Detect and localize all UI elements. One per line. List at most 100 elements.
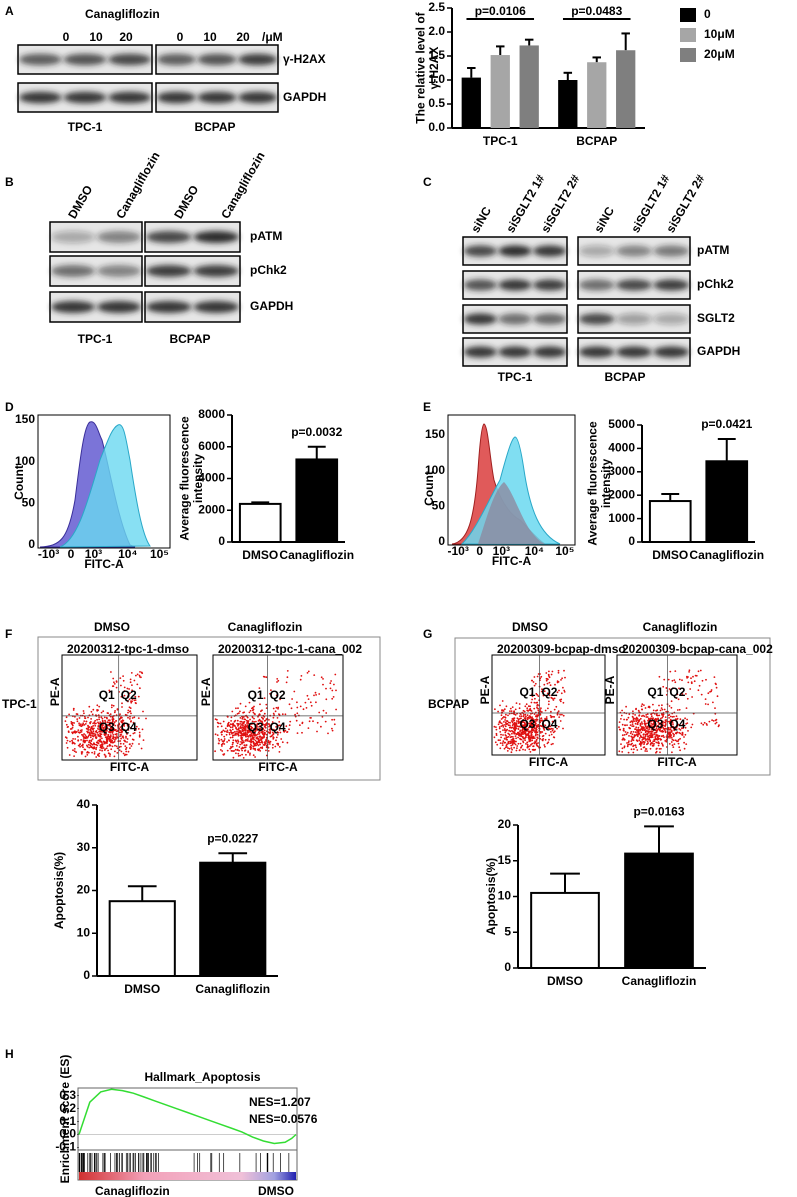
event-dot bbox=[335, 708, 337, 711]
event-dot bbox=[241, 726, 244, 729]
event-dot bbox=[513, 711, 516, 714]
event-dot bbox=[107, 735, 110, 737]
event-dot bbox=[506, 743, 508, 746]
event-dot bbox=[554, 683, 556, 686]
event-dot bbox=[243, 744, 246, 747]
event-dot bbox=[518, 732, 521, 735]
event-dot bbox=[544, 724, 547, 727]
bar bbox=[648, 500, 692, 543]
cell-label: BCPAP bbox=[194, 120, 235, 134]
p-value: p=0.0032 bbox=[291, 425, 342, 439]
event-dot bbox=[630, 720, 633, 723]
event-dot bbox=[138, 731, 141, 734]
event-dot bbox=[263, 725, 266, 728]
event-dot bbox=[495, 726, 497, 728]
event-dot bbox=[83, 736, 86, 738]
event-dot bbox=[246, 722, 248, 724]
event-dot bbox=[140, 747, 143, 750]
event-dot bbox=[256, 729, 259, 731]
event-dot bbox=[78, 743, 81, 746]
event-dot bbox=[101, 720, 104, 723]
panel-label: H bbox=[5, 1047, 14, 1061]
event-dot bbox=[653, 718, 656, 721]
event-dot bbox=[254, 730, 257, 732]
event-dot bbox=[507, 742, 510, 745]
event-dot bbox=[668, 705, 671, 707]
event-dot bbox=[306, 694, 309, 697]
event-dot bbox=[535, 718, 538, 721]
event-dot bbox=[234, 719, 237, 722]
event-dot bbox=[501, 709, 503, 712]
event-dot bbox=[632, 725, 635, 728]
event-dot bbox=[524, 713, 527, 716]
hist-tick: 50 bbox=[22, 496, 36, 510]
event-dot bbox=[122, 752, 125, 755]
event-dot bbox=[234, 748, 237, 751]
event-dot bbox=[330, 680, 332, 682]
event-dot bbox=[222, 729, 225, 732]
event-dot bbox=[679, 718, 682, 721]
event-dot bbox=[238, 731, 241, 733]
event-dot bbox=[113, 681, 115, 684]
event-dot bbox=[114, 710, 116, 712]
event-dot bbox=[636, 739, 638, 742]
event-dot bbox=[64, 736, 67, 739]
event-dot bbox=[658, 728, 661, 731]
event-dot bbox=[249, 752, 251, 755]
event-dot bbox=[115, 686, 118, 689]
event-dot bbox=[545, 717, 548, 720]
event-dot bbox=[546, 678, 548, 680]
event-dot bbox=[656, 725, 658, 728]
event-dot bbox=[618, 728, 621, 731]
event-dot bbox=[240, 741, 242, 743]
event-dot bbox=[521, 733, 523, 736]
event-dot bbox=[626, 742, 628, 744]
event-dot bbox=[275, 736, 278, 739]
event-dot bbox=[137, 717, 140, 719]
event-dot bbox=[232, 756, 235, 759]
event-dot bbox=[548, 721, 550, 724]
event-dot bbox=[106, 721, 109, 724]
event-dot bbox=[313, 674, 316, 676]
event-dot bbox=[551, 720, 554, 723]
event-dot bbox=[130, 720, 133, 722]
event-dot bbox=[331, 689, 334, 692]
event-dot bbox=[252, 745, 255, 748]
event-dot bbox=[99, 744, 102, 747]
event-dot bbox=[127, 750, 130, 753]
y-tick-label: 30 bbox=[77, 840, 91, 854]
event-dot bbox=[630, 740, 633, 742]
hist-tick: 0 bbox=[476, 544, 483, 558]
event-dot bbox=[99, 734, 102, 737]
event-dot bbox=[549, 725, 552, 728]
x-tick-label: DMSO bbox=[242, 548, 278, 562]
event-dot bbox=[141, 672, 144, 675]
event-dot bbox=[537, 709, 540, 712]
event-dot bbox=[541, 739, 544, 742]
event-dot bbox=[518, 725, 520, 728]
event-dot bbox=[271, 746, 274, 749]
event-dot bbox=[637, 719, 639, 722]
event-dot bbox=[698, 684, 701, 687]
event-dot bbox=[325, 698, 328, 701]
event-dot bbox=[119, 731, 121, 734]
event-dot bbox=[88, 741, 90, 744]
event-dot bbox=[280, 738, 283, 740]
event-dot bbox=[711, 719, 713, 722]
event-dot bbox=[322, 678, 324, 680]
event-dot bbox=[126, 687, 129, 690]
event-dot bbox=[685, 743, 688, 745]
event-dot bbox=[97, 714, 100, 716]
event-dot bbox=[686, 722, 689, 724]
event-dot bbox=[237, 740, 240, 743]
event-dot bbox=[98, 740, 101, 743]
event-dot bbox=[241, 742, 243, 745]
event-dot bbox=[286, 676, 289, 679]
event-dot bbox=[548, 694, 551, 697]
event-dot bbox=[237, 707, 239, 710]
event-dot bbox=[270, 728, 273, 731]
event-dot bbox=[236, 728, 239, 731]
event-dot bbox=[539, 709, 542, 711]
event-dot bbox=[73, 742, 76, 745]
event-dot bbox=[101, 741, 103, 744]
